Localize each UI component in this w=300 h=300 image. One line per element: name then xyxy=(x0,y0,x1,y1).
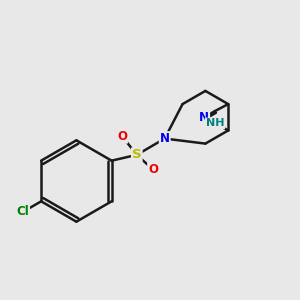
Text: Cl: Cl xyxy=(16,206,29,218)
Text: NH: NH xyxy=(206,118,224,128)
Text: N: N xyxy=(160,132,170,145)
Text: N: N xyxy=(199,111,209,124)
Text: S: S xyxy=(132,148,142,161)
Text: O: O xyxy=(148,163,158,176)
Text: O: O xyxy=(117,130,127,143)
